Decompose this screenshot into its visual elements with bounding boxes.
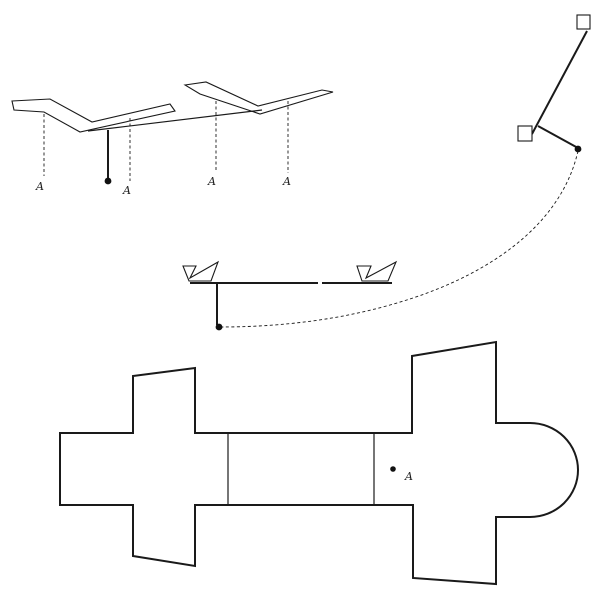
label-a: A xyxy=(122,184,131,197)
side-view xyxy=(182,260,398,331)
ballast-weight xyxy=(104,177,112,185)
pattern-outline xyxy=(59,340,579,586)
label-a: A xyxy=(404,470,413,483)
label-a: A xyxy=(282,175,291,188)
flight-path xyxy=(220,150,579,328)
rear-wing xyxy=(11,98,176,133)
rear-wing-end xyxy=(517,125,533,142)
ballast-weight xyxy=(574,145,582,153)
perspective-view: A A A A xyxy=(11,81,334,197)
diagonal-beam xyxy=(531,30,588,135)
plan-view-diagonal xyxy=(517,14,591,153)
rear-wing-profile xyxy=(182,260,220,282)
front-wing-profile xyxy=(356,260,398,282)
ballast-weight xyxy=(215,323,223,331)
ballast-arm xyxy=(537,125,579,149)
balance-point xyxy=(390,466,396,472)
front-wing xyxy=(183,81,334,115)
fuselage-beam xyxy=(87,109,263,132)
paper-pattern: A xyxy=(59,340,579,586)
label-a: A xyxy=(207,175,216,188)
front-wing-end xyxy=(576,14,591,30)
label-a: A xyxy=(35,180,44,193)
